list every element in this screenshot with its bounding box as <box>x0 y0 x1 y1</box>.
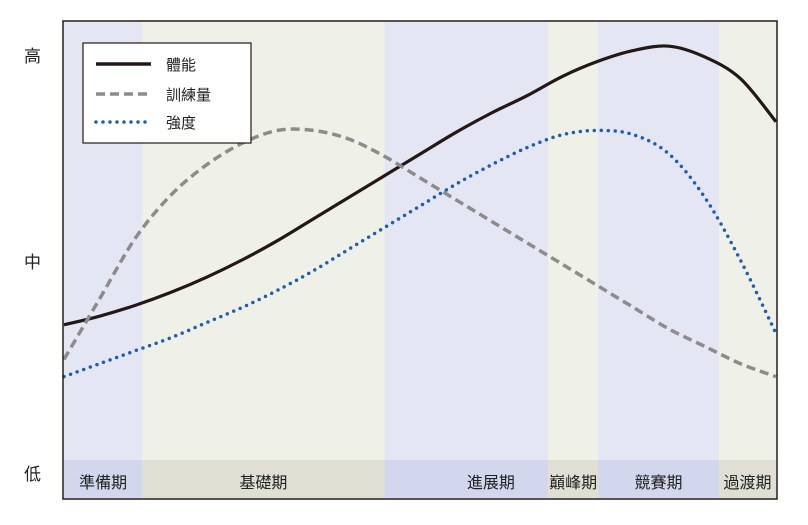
phase-label-race: 競賽期 <box>635 473 683 492</box>
phase-label-base: 基礎期 <box>239 473 287 492</box>
phase-bar <box>64 460 776 498</box>
series-line-fitness <box>63 44 778 327</box>
phase-bar-segment <box>64 460 143 498</box>
series-line-intensity <box>62 128 778 379</box>
phase-label-transition: 過渡期 <box>724 473 772 492</box>
phase-bands <box>64 22 776 498</box>
y-axis-ticks: 高 中 低 <box>24 47 41 485</box>
phase-bar-segment <box>142 460 385 498</box>
plot-frame <box>62 20 778 500</box>
y-tick-label-low: 低 <box>24 465 41 485</box>
legend-label-intensity: 強度 <box>166 114 196 132</box>
phase-bar-segment <box>384 460 549 498</box>
phase-bar-segment <box>548 460 598 498</box>
phase-bar-segment <box>598 460 720 498</box>
legend-label-volume: 訓練量 <box>166 86 211 104</box>
series-lines <box>62 44 778 379</box>
phase-bar-segment <box>719 460 776 498</box>
y-tick-label-high: 高 <box>24 47 41 67</box>
phase-labels: 準備期 基礎期 進展期 巔峰期 競賽期 過渡期 <box>79 473 771 492</box>
phase-band <box>598 22 720 498</box>
phase-label-build: 進展期 <box>467 473 515 492</box>
legend: 體能 訓練量 強度 <box>82 42 252 144</box>
phase-label-peak: 巔峰期 <box>549 473 597 492</box>
phase-label-prep: 準備期 <box>79 473 127 492</box>
legend-label-fitness: 體能 <box>166 56 196 74</box>
phase-band <box>719 22 776 498</box>
y-tick-label-mid: 中 <box>24 253 41 273</box>
series-line-volume <box>62 127 777 379</box>
phase-band <box>384 22 549 498</box>
